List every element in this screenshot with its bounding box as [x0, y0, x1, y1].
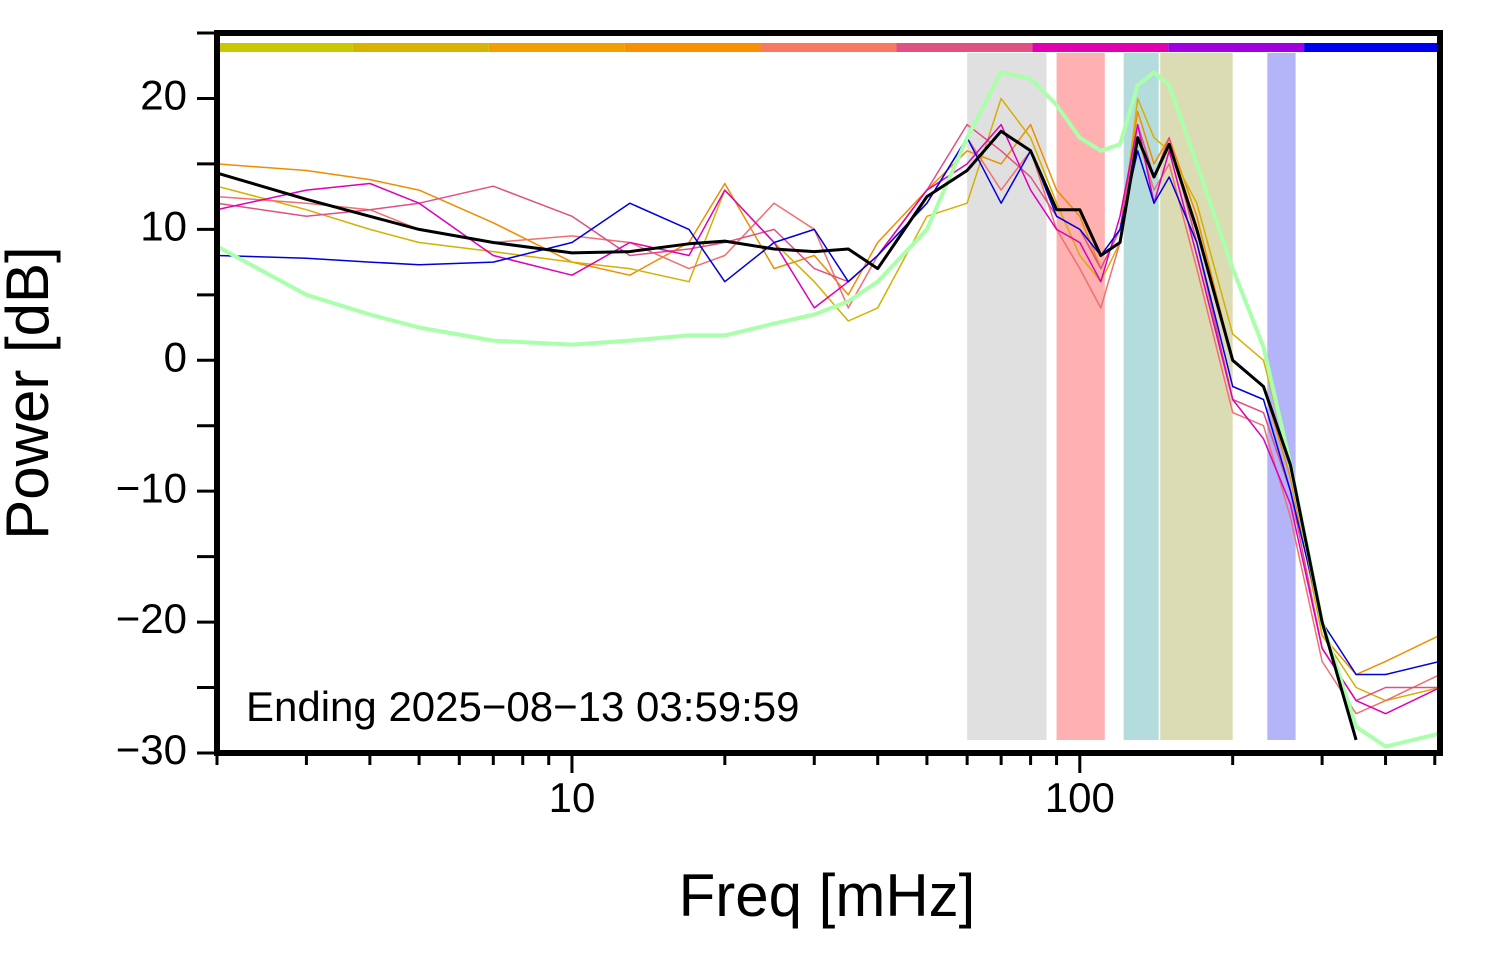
annotation: Ending 2025−08−13 03:59:59: [246, 683, 800, 730]
band: [1056, 53, 1105, 740]
y-tick-label: −30: [116, 726, 187, 773]
color-bar-segment: [896, 43, 1033, 52]
series-line: [217, 123, 1440, 702]
axes: 10 100 −30 −20 −10 0 10 20: [116, 30, 1443, 821]
plot-frame: [214, 30, 1443, 756]
lines: [217, 70, 1440, 749]
color-bar-segment: [1168, 43, 1305, 52]
color-bar-segment: [1304, 43, 1440, 52]
series-line: [217, 136, 1440, 676]
series-line: [217, 70, 1440, 749]
y-tick-label: 10: [140, 202, 187, 249]
series-line: [217, 123, 1440, 715]
x-tick-label: 100: [1045, 774, 1115, 821]
y-tick-label: 0: [164, 333, 187, 380]
y-tick-label: 20: [140, 72, 187, 119]
band: [967, 53, 1047, 740]
series-line: [217, 129, 1358, 741]
color-bar-segment: [760, 43, 897, 52]
band: [1123, 53, 1159, 740]
color-bar-segment: [624, 43, 761, 52]
color-bar-segment: [352, 43, 489, 52]
y-tick-label: −10: [116, 464, 187, 511]
y-tick-label: −20: [116, 595, 187, 642]
y-axis-title: Power [dB]: [0, 246, 61, 539]
series-line: [217, 136, 1440, 715]
color-bar-segment: [488, 43, 625, 52]
color-bar-segment: [1032, 43, 1169, 52]
band: [1267, 53, 1296, 740]
x-axis-title: Freq [mHz]: [679, 862, 976, 929]
x-tick-label: 10: [549, 774, 596, 821]
color-bar-segment: [217, 43, 353, 52]
series-line: [217, 97, 1440, 702]
